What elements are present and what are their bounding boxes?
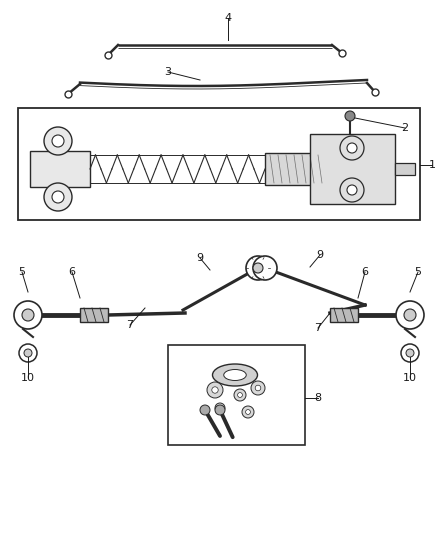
Text: 9: 9 (196, 253, 204, 263)
Circle shape (234, 389, 246, 401)
Circle shape (44, 127, 72, 155)
Circle shape (404, 309, 416, 321)
Text: 2: 2 (402, 123, 409, 133)
Circle shape (345, 111, 355, 121)
Bar (265, 153, 320, 185)
Circle shape (44, 183, 72, 211)
Circle shape (396, 301, 424, 329)
Text: 8: 8 (314, 393, 321, 403)
Bar (30, 151, 90, 187)
Ellipse shape (212, 364, 258, 386)
Text: 6: 6 (68, 267, 75, 277)
Circle shape (242, 406, 254, 418)
Text: 3: 3 (165, 67, 172, 77)
Circle shape (253, 263, 263, 273)
Circle shape (406, 349, 414, 357)
Bar (330, 308, 358, 322)
Circle shape (14, 301, 42, 329)
Circle shape (215, 403, 225, 413)
Circle shape (22, 309, 34, 321)
Circle shape (246, 256, 270, 280)
Circle shape (347, 185, 357, 195)
Bar (168, 345, 305, 445)
Bar (395, 163, 415, 175)
Text: 1: 1 (428, 160, 435, 170)
Circle shape (246, 409, 251, 414)
Circle shape (212, 387, 218, 393)
Text: 9: 9 (316, 250, 324, 260)
Circle shape (401, 344, 419, 362)
Text: 6: 6 (361, 267, 368, 277)
Circle shape (251, 381, 265, 395)
Text: 7: 7 (314, 323, 321, 333)
Circle shape (52, 191, 64, 203)
Circle shape (215, 405, 225, 415)
Circle shape (19, 344, 37, 362)
Bar (310, 134, 395, 204)
Ellipse shape (224, 369, 246, 381)
Bar (80, 308, 108, 322)
Circle shape (253, 256, 277, 280)
Text: 10: 10 (403, 373, 417, 383)
Circle shape (24, 349, 32, 357)
Circle shape (237, 393, 242, 398)
Circle shape (52, 135, 64, 147)
Text: 7: 7 (127, 320, 134, 330)
Circle shape (207, 382, 223, 398)
Circle shape (218, 406, 222, 410)
Text: 5: 5 (18, 267, 25, 277)
Text: 5: 5 (414, 267, 421, 277)
Circle shape (340, 136, 364, 160)
Circle shape (200, 405, 210, 415)
Circle shape (340, 178, 364, 202)
Bar (18, 108, 420, 220)
Text: 4: 4 (224, 13, 232, 23)
Circle shape (347, 143, 357, 153)
Text: 10: 10 (21, 373, 35, 383)
Circle shape (255, 385, 261, 391)
